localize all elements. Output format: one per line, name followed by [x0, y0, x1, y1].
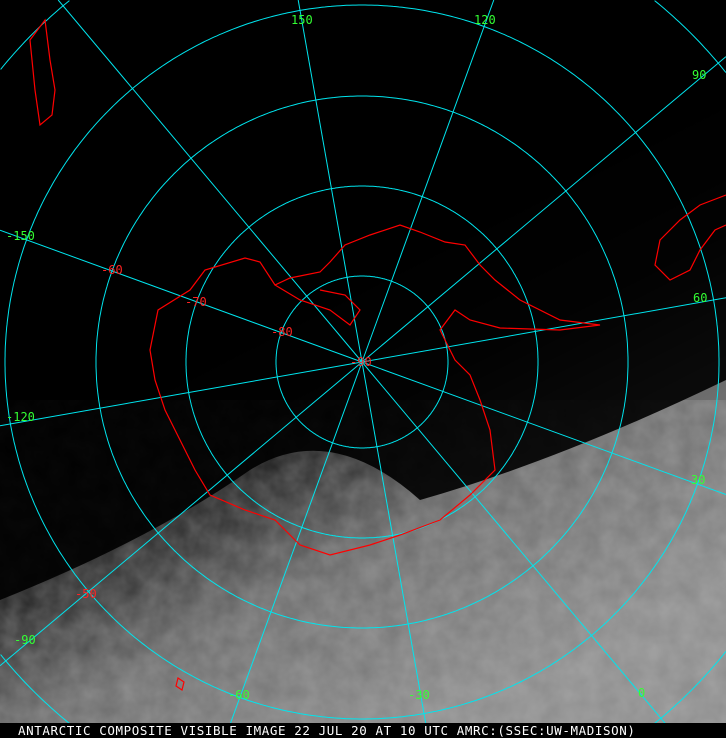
latitude-label: -90 — [350, 355, 372, 369]
meridian-90 — [361, 56, 726, 363]
meridian-0 — [361, 361, 678, 738]
meridian--120 — [0, 361, 363, 427]
latitude-label: -60 — [101, 263, 123, 277]
longitude-label: 90 — [692, 68, 706, 82]
longitude-label: 150 — [291, 13, 313, 27]
longitude-label: 30 — [691, 473, 705, 487]
longitude-label: -30 — [408, 688, 430, 702]
new-zealand-coastline — [29, 18, 56, 127]
grid-labels: 150 120 90 60 30 0 -30 -60 -90 -120 -150 -50 -60 -70 -… — [6, 13, 707, 702]
parallel--50 — [4, 4, 720, 720]
latitude-label: -70 — [185, 295, 207, 309]
meridian-180 — [57, 0, 363, 363]
parallel--80 — [275, 275, 449, 449]
peninsula-coastline — [274, 284, 361, 326]
longitude-label: 120 — [474, 13, 496, 27]
island — [175, 677, 185, 691]
longitude-label: -150 — [6, 229, 35, 243]
meridian-120 — [361, 0, 495, 363]
meridian-30 — [361, 361, 726, 495]
parallel--70 — [185, 185, 539, 539]
meridian--30 — [361, 361, 429, 738]
antarctica-coastline — [149, 224, 601, 556]
meridian--60 — [224, 361, 363, 738]
longitude-label: -60 — [228, 688, 250, 702]
coastline — [29, 18, 726, 691]
parallel--60 — [95, 95, 629, 629]
image-caption: ANTARCTIC COMPOSITE VISIBLE IMAGE 22 JUL… — [0, 723, 726, 738]
longitude-label: -120 — [6, 410, 35, 424]
meridian--90 — [0, 361, 363, 667]
longitude-label: -90 — [14, 633, 36, 647]
latitude-label: -80 — [271, 325, 293, 339]
night-shadow — [0, 0, 726, 600]
cloud-texture — [0, 400, 726, 738]
longitude-label: 0 — [638, 686, 645, 700]
australia-coastline — [654, 194, 726, 281]
longitude-label: 60 — [693, 291, 707, 305]
latitude-label: -50 — [75, 587, 97, 601]
